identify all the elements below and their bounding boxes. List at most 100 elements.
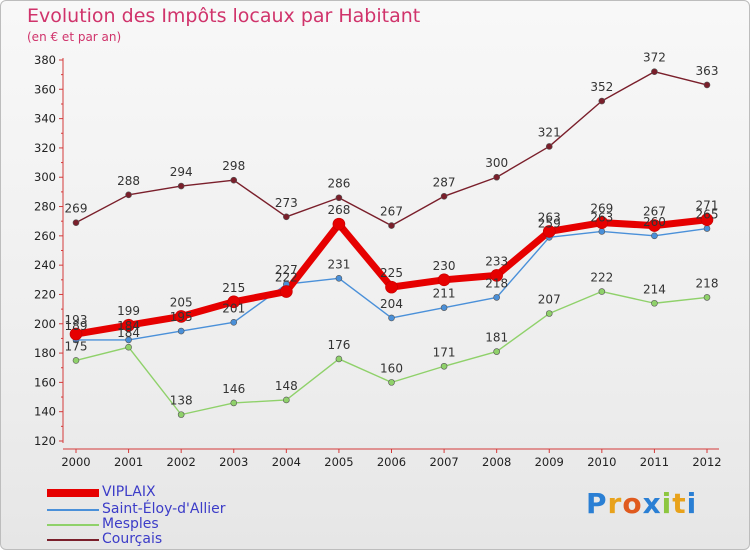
data-point: [69, 327, 83, 341]
data-label: 269: [590, 202, 613, 216]
data-label: 267: [380, 205, 403, 219]
data-label: 288: [117, 174, 140, 188]
data-point: [177, 182, 185, 190]
data-point: [493, 173, 500, 181]
chart-subtitle: (en € et par an): [27, 30, 122, 44]
data-label: 176: [327, 338, 350, 352]
data-point: [595, 216, 609, 229]
x-tick-label: 2003: [219, 455, 248, 469]
data-label: 218: [485, 276, 508, 290]
data-point: [125, 191, 132, 199]
y-tick-label: 360: [34, 82, 56, 96]
y-tick-label: 200: [34, 317, 56, 331]
data-point: [388, 379, 395, 386]
data-label: 207: [538, 293, 561, 307]
data-label: 233: [485, 254, 508, 268]
legend-item-saint-loy-d-allier: Saint-Éloy-d'Allier: [47, 501, 226, 517]
data-label: 211: [433, 287, 456, 301]
legend-swatch: [47, 524, 99, 526]
data-point: [493, 294, 500, 301]
y-tick-label: 160: [34, 375, 56, 389]
data-point: [703, 225, 711, 232]
y-tick-label: 380: [34, 53, 56, 67]
data-point: [332, 217, 346, 231]
data-point: [227, 295, 241, 309]
data-point: [651, 68, 658, 76]
legend-swatch: [47, 489, 99, 497]
data-label: 287: [433, 175, 456, 189]
y-tick-label: 180: [34, 346, 56, 360]
data-point: [388, 222, 395, 229]
y-tick-label: 240: [34, 258, 56, 272]
y-tick-label: 220: [34, 287, 56, 301]
data-point: [700, 213, 714, 227]
data-point: [598, 228, 606, 235]
data-label: 225: [380, 266, 403, 280]
x-tick-label: 2009: [535, 455, 564, 469]
x-tick-label: 2011: [640, 455, 669, 469]
data-label: 260: [643, 215, 666, 229]
data-label: 204: [380, 297, 403, 311]
x-tick-label: 2012: [692, 455, 721, 469]
logo-letter: r: [607, 487, 623, 520]
logo-letter: o: [622, 487, 643, 520]
data-point: [385, 280, 398, 294]
data-label: 263: [538, 210, 561, 224]
y-tick-label: 260: [34, 229, 56, 243]
data-point: [388, 314, 395, 322]
data-point: [125, 343, 132, 351]
data-label: 218: [696, 276, 719, 290]
legend-swatch: [47, 539, 99, 541]
data-point: [283, 396, 290, 404]
data-point: [440, 192, 448, 200]
data-point: [651, 299, 658, 307]
data-label: 294: [170, 165, 193, 179]
data-label: 222: [275, 271, 298, 285]
data-point: [335, 194, 343, 202]
data-point: [440, 362, 448, 370]
legend-swatch: [47, 509, 99, 511]
legend-item-cour-ais: Courçais: [47, 531, 163, 547]
data-label: 230: [433, 259, 456, 273]
data-point: [283, 213, 290, 221]
x-tick-label: 2008: [482, 455, 511, 469]
data-label: 273: [275, 196, 298, 210]
data-label: 259: [538, 216, 561, 230]
data-label: 195: [170, 310, 193, 324]
data-label: 160: [380, 361, 403, 375]
chart-title: Evolution des Impôts locaux par Habitant: [27, 5, 421, 27]
y-tick-label: 320: [34, 141, 56, 155]
data-point: [335, 275, 343, 282]
legend-label: Saint-Éloy-d'Allier: [102, 501, 226, 517]
data-label: 189: [65, 319, 88, 333]
data-point: [493, 348, 500, 355]
data-point: [122, 318, 135, 332]
data-label: 199: [117, 304, 140, 318]
logo-letter: x: [642, 487, 662, 520]
data-label: 231: [327, 257, 350, 271]
data-label: 146: [222, 382, 245, 396]
data-point: [651, 232, 658, 240]
legend-label: Courçais: [102, 531, 163, 547]
legend-label: Mesples: [102, 516, 159, 532]
data-point: [177, 327, 185, 335]
data-label: 265: [696, 208, 719, 222]
data-label: 372: [643, 51, 666, 65]
y-tick-label: 120: [34, 434, 56, 448]
data-label: 222: [590, 271, 613, 285]
data-point: [72, 357, 80, 364]
x-tick-label: 2007: [429, 455, 458, 469]
proxiti-logo: Proxiti: [586, 487, 697, 520]
data-label: 193: [65, 313, 88, 327]
data-label: 215: [222, 281, 245, 295]
data-point: [648, 219, 661, 232]
data-label: 138: [170, 394, 193, 408]
data-label: 205: [170, 295, 193, 309]
data-point: [545, 143, 553, 150]
data-point: [598, 288, 606, 295]
data-point: [280, 285, 293, 298]
data-label: 300: [485, 156, 508, 170]
data-label: 201: [222, 301, 245, 315]
x-tick-label: 2005: [324, 455, 353, 469]
